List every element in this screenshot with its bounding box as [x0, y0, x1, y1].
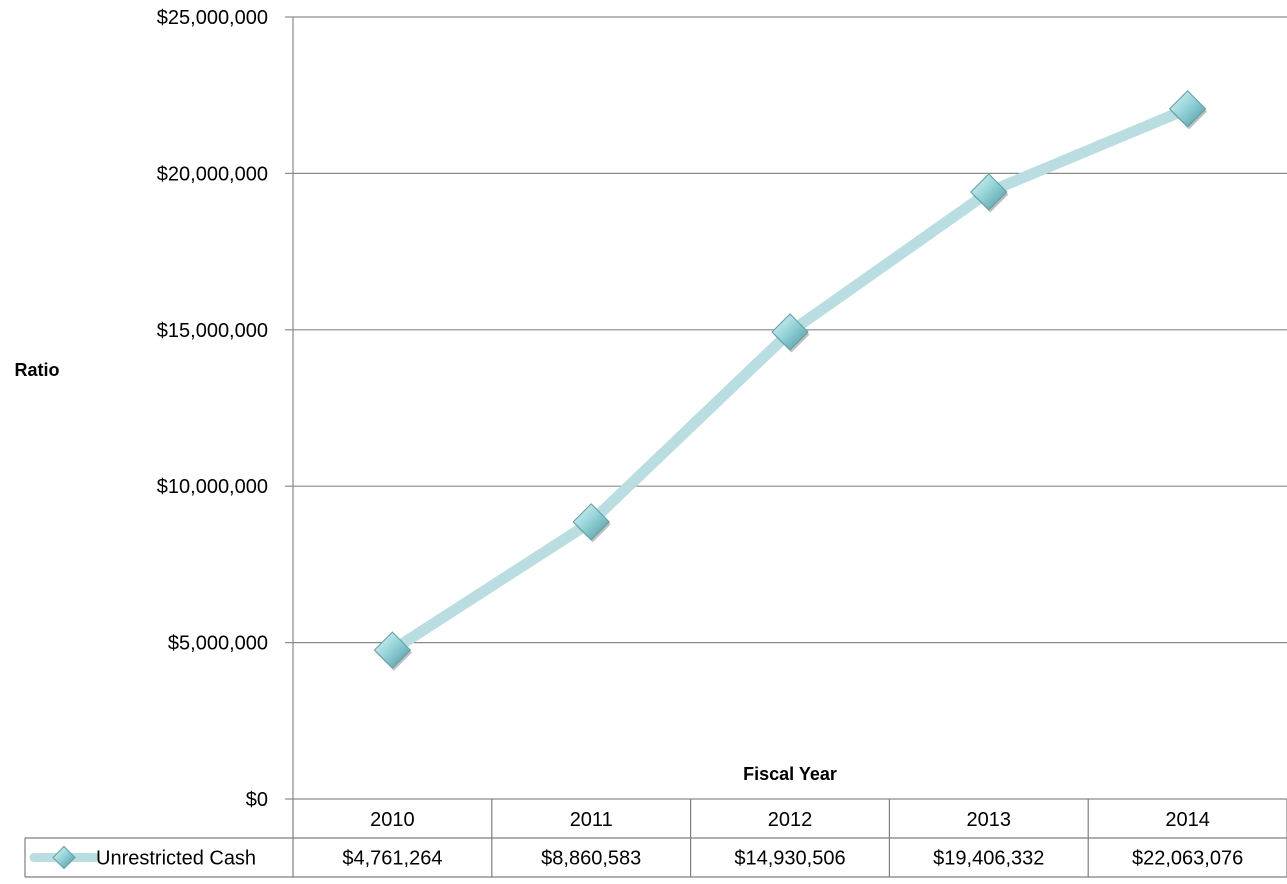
x-tick-label: 2014 [1165, 809, 1210, 831]
data-table-value: $19,406,332 [933, 848, 1044, 870]
x-tick-label: 2013 [967, 809, 1012, 831]
data-table-value: $4,761,264 [342, 848, 442, 870]
y-tick-label: $15,000,000 [157, 320, 268, 342]
data-point-marker [771, 313, 809, 351]
data-point-marker [1168, 90, 1207, 128]
data-table-value: $14,930,506 [734, 848, 845, 870]
data-table-value: $22,063,076 [1132, 848, 1243, 870]
axes [285, 16, 1287, 800]
x-axis-label: Fiscal Year [743, 764, 837, 784]
data-table: 2010 2011 2012 2013 2014 Unrestricted Cash $4,… [24, 799, 1287, 878]
y-tick-label: $10,000,000 [157, 476, 268, 498]
data-point-marker [572, 503, 610, 541]
legend-label: Unrestricted Cash [96, 848, 256, 870]
series-line [386, 103, 1194, 656]
y-tick-label: $0 [246, 789, 268, 811]
y-tick-label: $5,000,000 [168, 633, 268, 655]
legend-marker [52, 845, 76, 870]
data-point-marker [373, 631, 412, 669]
data-point-marker [970, 173, 1008, 211]
y-axis-label: Ratio [15, 360, 60, 380]
y-tick-label: $25,000,000 [157, 7, 268, 29]
x-tick-label: 2012 [768, 809, 813, 831]
y-tick-labels: $0 $5,000,000 $10,000,000 $15,000,000 $20,00… [157, 7, 268, 811]
x-tick-label: 2011 [570, 809, 613, 831]
series-layer [373, 90, 1208, 671]
y-tick-label: $20,000,000 [157, 163, 268, 185]
x-tick-label: 2010 [370, 809, 415, 831]
data-table-value: $8,860,583 [541, 848, 641, 870]
